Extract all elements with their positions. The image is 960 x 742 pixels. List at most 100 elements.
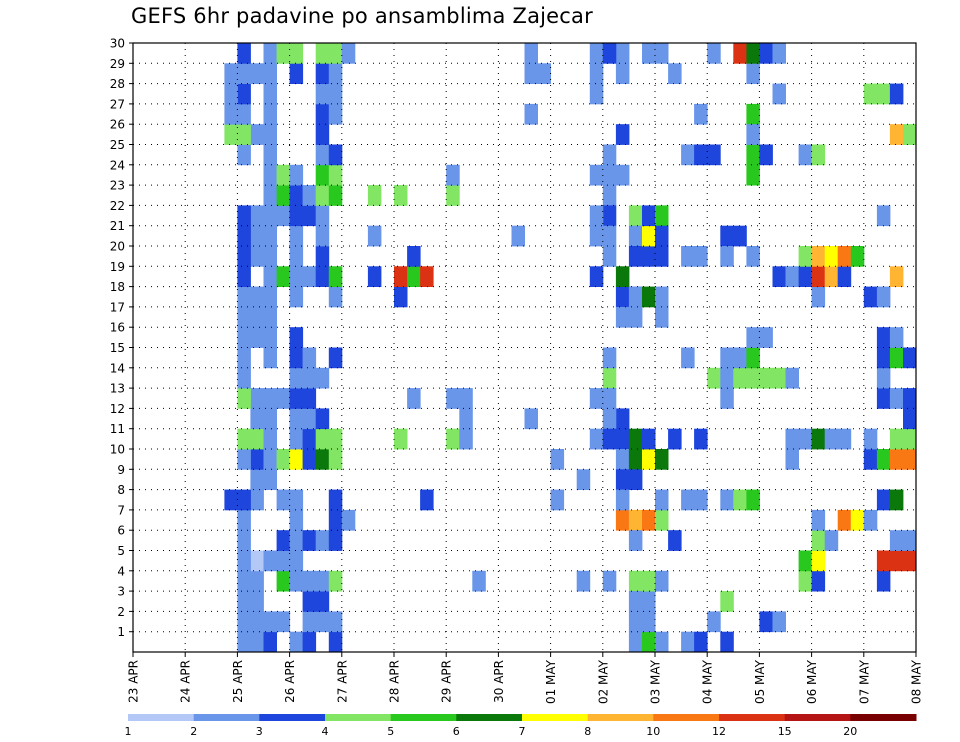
- heatmap-cell: [759, 327, 773, 348]
- heatmap-cell: [589, 43, 604, 64]
- heatmap-cell: [615, 63, 630, 84]
- colorbar-swatch: [522, 714, 589, 721]
- colorbar-swatch: [719, 714, 786, 721]
- heatmap-cell: [276, 550, 291, 572]
- heatmap-cell: [289, 43, 304, 64]
- heatmap-cell: [224, 63, 238, 84]
- heatmap-cell: [263, 611, 277, 633]
- heatmap-cell: [798, 550, 813, 572]
- heatmap-cell: [720, 225, 734, 247]
- y-tick-label: 8: [117, 483, 125, 497]
- heatmap-cell: [237, 144, 251, 166]
- colorbar-swatch: [128, 714, 195, 721]
- heatmap-cell: [642, 449, 656, 470]
- heatmap-cell: [903, 388, 917, 409]
- y-tick-label: 3: [117, 585, 125, 599]
- heatmap-cell: [315, 266, 330, 287]
- heatmap-cell: [289, 428, 304, 450]
- heatmap-cell: [576, 570, 591, 592]
- heatmap-cell: [655, 570, 669, 592]
- colorbar-swatch: [390, 714, 457, 721]
- heatmap-cell: [315, 185, 330, 206]
- heatmap-cell: [772, 266, 786, 287]
- heatmap-cell: [459, 388, 473, 409]
- heatmap-cell: [889, 550, 904, 572]
- heatmap-cell: [863, 449, 878, 470]
- heatmap-cell: [602, 43, 617, 64]
- heatmap-cell: [250, 286, 264, 308]
- y-tick-label: 27: [110, 97, 125, 111]
- heatmap-cell: [367, 266, 382, 287]
- heatmap-cell: [315, 570, 330, 592]
- heatmap-cell: [615, 124, 630, 145]
- heatmap-cell: [237, 367, 251, 389]
- heatmap-cell: [524, 43, 538, 64]
- heatmap-cell: [889, 83, 904, 105]
- heatmap-cell: [589, 428, 604, 450]
- heatmap-cell: [589, 388, 604, 409]
- heatmap-cell: [237, 43, 251, 64]
- heatmap-cell: [602, 164, 617, 186]
- x-tick-label: 25 APR: [231, 660, 245, 703]
- heatmap-cell: [707, 367, 721, 389]
- heatmap-cell: [263, 164, 277, 186]
- heatmap-cell: [628, 205, 643, 227]
- heatmap-cell: [224, 103, 238, 125]
- heatmap-cell: [276, 449, 291, 470]
- heatmap-cell: [707, 144, 721, 166]
- heatmap-cell: [746, 246, 760, 267]
- heatmap-cell: [341, 509, 356, 531]
- heatmap-cell: [328, 266, 343, 287]
- heatmap-cell: [811, 550, 826, 572]
- heatmap-cell: [759, 43, 773, 64]
- heatmap-cell: [628, 611, 643, 633]
- x-tick-label: 26 APR: [283, 660, 297, 703]
- heatmap-cell: [315, 43, 330, 64]
- heatmap-cell: [602, 408, 617, 430]
- heatmap-cell: [746, 43, 760, 64]
- heatmap-cell: [328, 347, 343, 369]
- heatmap-cell: [720, 388, 734, 409]
- heatmap-cell: [694, 144, 708, 166]
- x-tick-label: 08 MAY: [910, 659, 924, 704]
- heatmap-cell: [315, 611, 330, 633]
- heatmap-cell: [263, 327, 277, 348]
- heatmap-cell: [237, 246, 251, 267]
- y-tick-label: 28: [110, 77, 125, 91]
- y-tick-label: 12: [110, 402, 125, 416]
- heatmap-cell: [250, 449, 264, 470]
- heatmap-cell: [263, 144, 277, 166]
- heatmap-cell: [681, 631, 695, 653]
- heatmap-cell: [328, 185, 343, 206]
- heatmap-cell: [811, 570, 826, 592]
- heatmap-cell: [263, 286, 277, 308]
- heatmap-cell: [237, 509, 251, 531]
- heatmap-cell: [889, 530, 904, 551]
- heatmap-cell: [289, 225, 304, 247]
- y-tick-label: 20: [110, 240, 125, 254]
- heatmap-cell: [642, 611, 656, 633]
- heatmap-cell: [602, 225, 617, 247]
- heatmap-cell: [511, 225, 525, 247]
- heatmap-cell: [668, 428, 682, 450]
- heatmap-cell: [889, 124, 904, 145]
- heatmap-cell: [524, 408, 538, 430]
- heatmap-cell: [237, 388, 251, 409]
- heatmap-cell: [615, 286, 630, 308]
- heatmap-cell: [263, 205, 277, 227]
- heatmap-cell: [589, 225, 604, 247]
- heatmap-cell: [315, 530, 330, 551]
- heatmap-cell: [250, 124, 264, 145]
- heatmap-cell: [863, 428, 878, 450]
- heatmap-cell: [681, 489, 695, 511]
- colorbar-swatch: [456, 714, 523, 721]
- heatmap-cell: [394, 428, 408, 450]
- heatmap-cell: [224, 124, 238, 145]
- y-tick-label: 16: [110, 321, 125, 335]
- y-tick-label: 15: [110, 341, 125, 355]
- heatmap-cell: [655, 489, 669, 511]
- colorbar-label: 2: [190, 725, 197, 738]
- heatmap-cell: [759, 367, 773, 389]
- heatmap-cell: [472, 570, 486, 592]
- heatmap-cell: [276, 266, 291, 287]
